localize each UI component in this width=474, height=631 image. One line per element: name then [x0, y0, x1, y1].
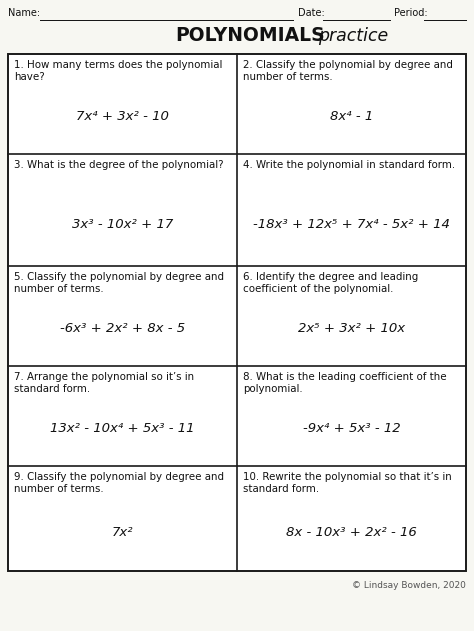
- Text: 13x² - 10x⁴ + 5x³ - 11: 13x² - 10x⁴ + 5x³ - 11: [50, 423, 195, 435]
- Text: 8x⁴ - 1: 8x⁴ - 1: [330, 110, 373, 124]
- Text: 8x - 10x³ + 2x² - 16: 8x - 10x³ + 2x² - 16: [286, 526, 417, 539]
- Text: 4. Write the polynomial in standard form.: 4. Write the polynomial in standard form…: [243, 160, 455, 170]
- Text: 2x⁵ + 3x² + 10x: 2x⁵ + 3x² + 10x: [298, 322, 405, 336]
- Text: 7x⁴ + 3x² - 10: 7x⁴ + 3x² - 10: [76, 110, 169, 124]
- Text: © Lindsay Bowden, 2020: © Lindsay Bowden, 2020: [352, 581, 466, 590]
- Text: -6x³ + 2x² + 8x - 5: -6x³ + 2x² + 8x - 5: [60, 322, 185, 336]
- Text: -9x⁴ + 5x³ - 12: -9x⁴ + 5x³ - 12: [303, 423, 401, 435]
- Text: 1. How many terms does the polynomial
have?: 1. How many terms does the polynomial ha…: [14, 60, 222, 81]
- Bar: [8, 54, 466, 571]
- Text: 7x²: 7x²: [112, 526, 133, 539]
- Text: 2. Classify the polynomial by degree and
number of terms.: 2. Classify the polynomial by degree and…: [243, 60, 453, 81]
- Text: 8. What is the leading coefficient of the
polynomial.: 8. What is the leading coefficient of th…: [243, 372, 447, 394]
- Text: 9. Classify the polynomial by degree and
number of terms.: 9. Classify the polynomial by degree and…: [14, 472, 224, 493]
- Bar: [8, 54, 466, 571]
- Text: Period:: Period:: [394, 8, 428, 18]
- Text: -18x³ + 12x⁵ + 7x⁴ - 5x² + 14: -18x³ + 12x⁵ + 7x⁴ - 5x² + 14: [253, 218, 450, 231]
- Text: POLYNOMIALS: POLYNOMIALS: [175, 26, 325, 45]
- Text: 6. Identify the degree and leading
coefficient of the polynomial.: 6. Identify the degree and leading coeff…: [243, 272, 418, 293]
- Text: Name:: Name:: [8, 8, 40, 18]
- Text: 3. What is the degree of the polynomial?: 3. What is the degree of the polynomial?: [14, 160, 224, 170]
- Text: practice: practice: [318, 27, 388, 45]
- Text: 7. Arrange the polynomial so it’s in
standard form.: 7. Arrange the polynomial so it’s in sta…: [14, 372, 194, 394]
- Text: 10. Rewrite the polynomial so that it’s in
standard form.: 10. Rewrite the polynomial so that it’s …: [243, 472, 452, 493]
- Text: 5. Classify the polynomial by degree and
number of terms.: 5. Classify the polynomial by degree and…: [14, 272, 224, 293]
- Text: 3x³ - 10x² + 17: 3x³ - 10x² + 17: [72, 218, 173, 231]
- Text: Date:: Date:: [298, 8, 325, 18]
